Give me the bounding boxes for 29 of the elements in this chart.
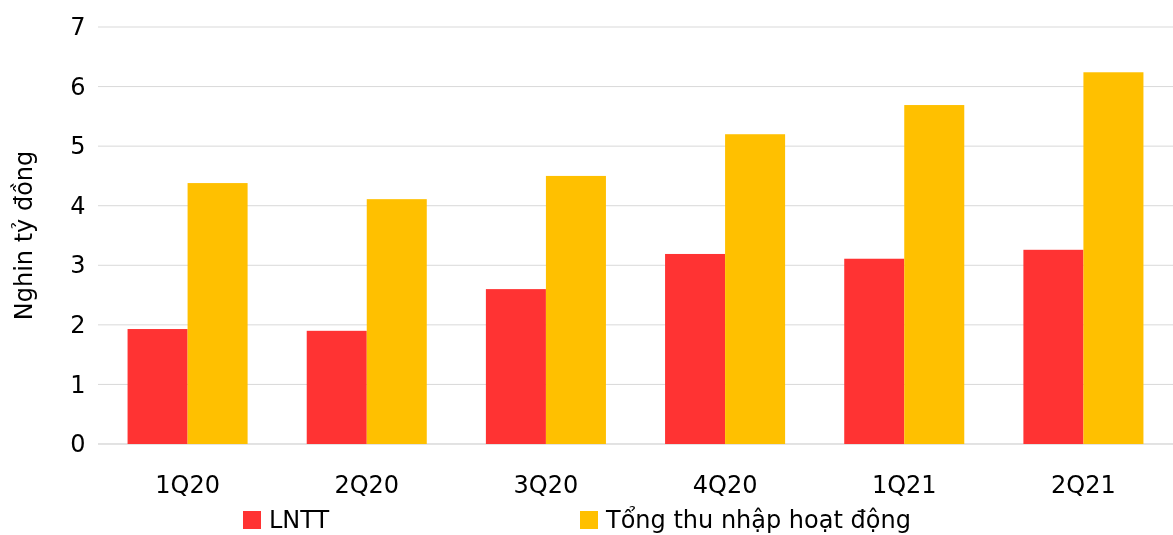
y-tick-label: 5 — [70, 132, 86, 161]
y-tick-label: 3 — [70, 251, 86, 280]
x-tick-label: 3Q20 — [513, 471, 579, 500]
x-tick-label: 2Q21 — [1051, 471, 1116, 500]
y-tick-label: 7 — [70, 13, 86, 42]
bar — [187, 183, 248, 444]
x-tick-label: 1Q20 — [155, 471, 220, 500]
x-tick-label: 1Q21 — [871, 471, 937, 500]
y-axis-title: Nghin tỷ đồng — [10, 150, 38, 321]
bar — [665, 253, 726, 444]
x-tick-label: 2Q20 — [334, 471, 400, 500]
bar — [1023, 249, 1084, 444]
legend-label: Tổng thu nhập hoạt động — [605, 506, 911, 535]
bar — [485, 289, 546, 444]
bar — [127, 329, 188, 444]
bar — [1083, 72, 1144, 444]
x-tick-label: 4Q20 — [692, 471, 758, 500]
y-tick-label: 1 — [70, 370, 86, 399]
y-tick-label: 0 — [70, 430, 86, 459]
y-tick-label: 6 — [70, 72, 86, 101]
bar — [545, 175, 606, 444]
bar — [725, 134, 786, 444]
bar — [904, 105, 965, 444]
bar — [306, 330, 367, 444]
y-tick-label: 2 — [70, 311, 86, 340]
legend-label: LNTT — [269, 506, 330, 535]
bar — [844, 258, 905, 444]
bar — [366, 199, 427, 444]
y-tick-label: 4 — [70, 191, 86, 220]
